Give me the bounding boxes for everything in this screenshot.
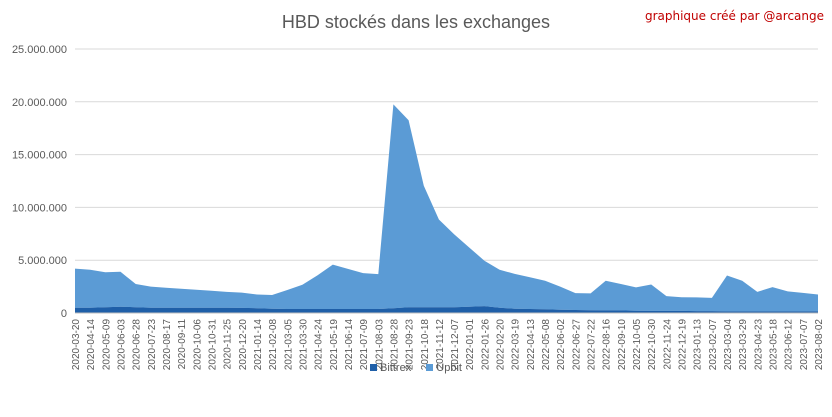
series-area-upbit bbox=[75, 104, 818, 312]
x-tick-label: 2023-01-13 bbox=[693, 319, 704, 371]
x-tick-label: 2023-02-07 bbox=[708, 319, 719, 371]
x-tick-label: 2021-01-14 bbox=[253, 319, 264, 371]
x-tick-label: 2022-04-13 bbox=[526, 319, 537, 371]
x-tick-label: 2022-01-26 bbox=[480, 319, 491, 371]
x-tick-label: 2022-11-24 bbox=[662, 319, 673, 370]
y-tick-label: 25.000.000 bbox=[12, 44, 67, 56]
legend-item-bittrex: Bittrex bbox=[370, 362, 411, 374]
x-tick-label: 2021-08-03 bbox=[374, 319, 385, 371]
x-tick-label: 2021-10-18 bbox=[420, 319, 431, 371]
x-tick-label: 2020-07-23 bbox=[147, 319, 158, 371]
x-tick-label: 2022-08-16 bbox=[602, 319, 613, 371]
legend-swatch-upbit bbox=[426, 364, 434, 371]
x-tick-label: 2021-03-05 bbox=[283, 319, 294, 371]
x-tick-label: 2022-06-27 bbox=[571, 319, 582, 371]
x-tick-label: 2022-10-30 bbox=[647, 319, 658, 371]
series-area-bittrex bbox=[75, 306, 818, 313]
x-tick-label: 2021-09-23 bbox=[405, 319, 416, 371]
x-tick-label: 2021-08-28 bbox=[389, 319, 400, 371]
x-tick-label: 2020-06-03 bbox=[117, 319, 128, 371]
x-tick-label: 2021-02-08 bbox=[268, 319, 279, 371]
legend-swatch-bittrex bbox=[370, 364, 378, 371]
x-tick-label: 2020-04-14 bbox=[86, 319, 97, 371]
x-tick-label: 2023-06-12 bbox=[784, 319, 795, 371]
x-tick-label: 2022-02-20 bbox=[496, 319, 507, 371]
x-tick-label: 2021-03-30 bbox=[298, 319, 309, 371]
x-tick-label: 2021-04-24 bbox=[314, 319, 325, 371]
y-tick-label: 0 bbox=[61, 308, 67, 320]
x-tick-label: 2022-12-19 bbox=[678, 319, 689, 371]
x-tick-label: 2020-10-06 bbox=[192, 319, 203, 371]
legend-label-upbit: Upbit bbox=[436, 362, 462, 374]
x-tick-label: 2021-11-12 bbox=[435, 319, 446, 370]
x-tick-label: 2020-10-31 bbox=[208, 319, 219, 371]
x-tick-label: 2023-04-23 bbox=[753, 319, 764, 371]
y-tick-label: 15.000.000 bbox=[12, 150, 67, 162]
x-tick-label: 2020-03-20 bbox=[71, 319, 82, 371]
y-tick-label: 20.000.000 bbox=[12, 97, 67, 109]
x-tick-label: 2020-08-17 bbox=[162, 319, 173, 371]
legend: Bittrex Upbit bbox=[0, 362, 832, 374]
legend-item-upbit: Upbit bbox=[426, 362, 462, 374]
x-tick-label: 2020-05-09 bbox=[101, 319, 112, 371]
x-tick-label: 2022-01-01 bbox=[465, 319, 476, 371]
x-tick-label: 2023-05-18 bbox=[769, 319, 780, 371]
x-tick-label: 2022-03-19 bbox=[511, 319, 522, 371]
x-tick-label: 2023-07-07 bbox=[799, 319, 810, 371]
x-tick-label: 2020-12-20 bbox=[238, 319, 249, 371]
x-tick-label: 2023-03-29 bbox=[738, 319, 749, 371]
x-tick-label: 2021-05-19 bbox=[329, 319, 340, 371]
x-tick-label: 2023-03-04 bbox=[723, 319, 734, 371]
x-tick-label: 2022-07-22 bbox=[587, 319, 598, 371]
x-tick-label: 2020-09-11 bbox=[177, 319, 188, 370]
x-tick-label: 2020-06-28 bbox=[132, 319, 143, 371]
x-tick-label: 2023-08-02 bbox=[814, 319, 825, 371]
x-tick-label: 2021-06-14 bbox=[344, 319, 355, 371]
legend-label-bittrex: Bittrex bbox=[380, 362, 412, 374]
credit-text: graphique créé par @arcange bbox=[644, 9, 824, 23]
x-tick-label: 2022-09-10 bbox=[617, 319, 628, 371]
y-tick-label: 10.000.000 bbox=[12, 202, 67, 214]
x-tick-label: 2022-10-05 bbox=[632, 319, 643, 371]
x-tick-label: 2022-06-02 bbox=[556, 319, 567, 371]
x-tick-label: 2021-07-09 bbox=[359, 319, 370, 371]
x-tick-label: 2022-05-08 bbox=[541, 319, 552, 371]
x-tick-label: 2021-12-07 bbox=[450, 319, 461, 371]
x-tick-label: 2020-11-25 bbox=[223, 319, 234, 370]
chart-title: HBD stockés dans les exchanges bbox=[281, 12, 551, 32]
y-tick-label: 5.000.000 bbox=[18, 255, 67, 267]
